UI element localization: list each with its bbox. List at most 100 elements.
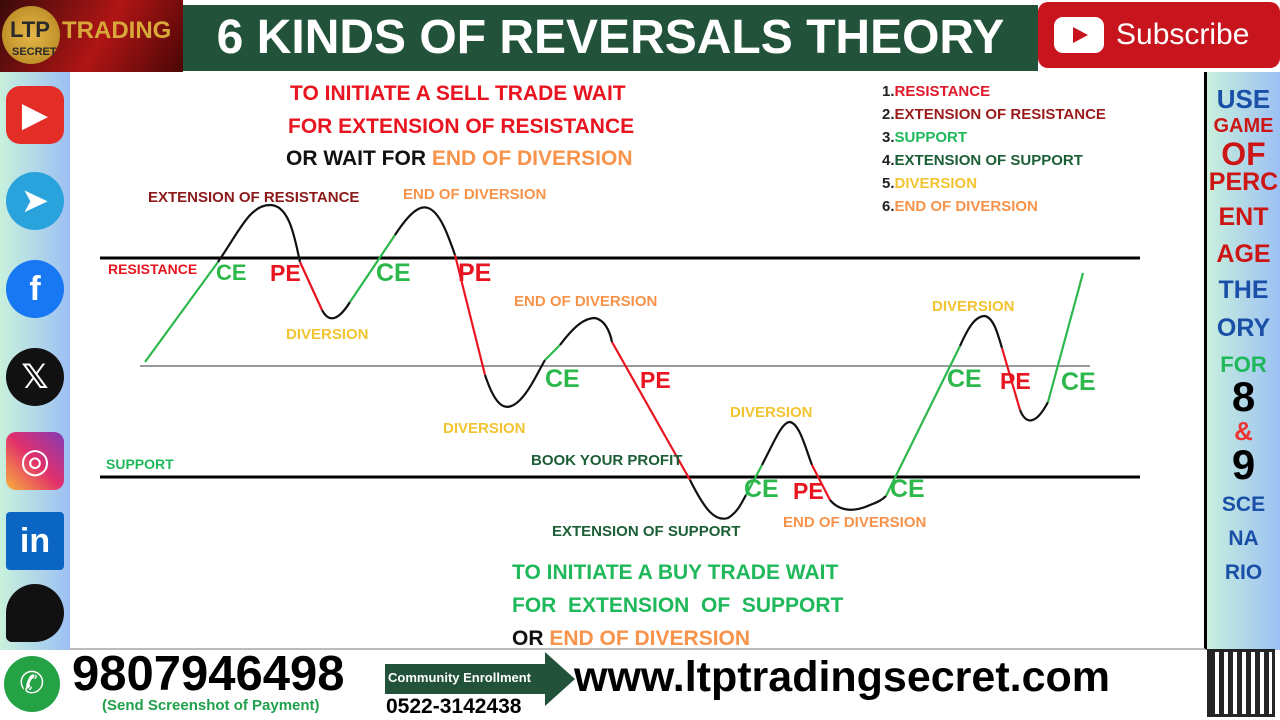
- telegram-icon[interactable]: ➤: [6, 172, 64, 230]
- sell-note-line3: OR WAIT FOR END OF DIVERSION: [286, 147, 633, 171]
- banner-word: PERC: [1208, 168, 1279, 196]
- legend-item: 5.DIVERSION: [882, 175, 978, 192]
- banner-word: 9: [1231, 441, 1256, 488]
- end-diversion-label: END OF DIVERSION: [783, 514, 927, 531]
- community-arrow: [385, 664, 545, 694]
- facebook-icon[interactable]: f: [6, 260, 64, 318]
- subscribe-label: Subscribe: [1116, 18, 1250, 51]
- phone-number[interactable]: 9807946498: [72, 647, 345, 701]
- page-title: 6 KINDS OF REVERSALS THEORY: [183, 5, 1038, 71]
- bottom-curve: [829, 495, 887, 511]
- bottom-curve: [483, 359, 546, 408]
- sell-note-line2: FOR EXTENSION OF RESISTANCE: [288, 115, 635, 138]
- end-diversion-label: END OF DIVERSION: [514, 293, 658, 310]
- down-leg: [811, 464, 831, 501]
- whatsapp-icon[interactable]: ✆: [4, 656, 60, 712]
- buy-note-line2: FOR EXTENSION OF SUPPORT: [512, 594, 844, 617]
- banner-word: AGE: [1216, 240, 1271, 268]
- banner-word: &: [1234, 416, 1253, 446]
- diagram-panel: TO INITIATE A SELL TRADE WAIT FOR EXTENS…: [70, 72, 1207, 650]
- banner-word: OF: [1221, 136, 1266, 172]
- instagram-icon[interactable]: ◎: [6, 432, 64, 490]
- sell-note-line1: TO INITIATE A SELL TRADE WAIT: [290, 82, 626, 105]
- footer: ✆ 9807946498 (Send Screenshot of Payment…: [0, 647, 1280, 720]
- legend-item: 2.EXTENSION OF RESISTANCE: [882, 106, 1106, 123]
- ce-label: CE: [216, 260, 247, 285]
- end-diversion-label: END OF DIVERSION: [403, 186, 547, 203]
- bottom-curve: [1018, 401, 1049, 422]
- pe-label: PE: [793, 478, 824, 504]
- linkedin-icon[interactable]: in: [6, 512, 64, 570]
- youtube-icon: [1054, 17, 1104, 53]
- top-curve: [958, 314, 1004, 349]
- bottom-curve: [321, 301, 351, 320]
- x-icon[interactable]: 𝕏: [6, 348, 64, 406]
- banner-word: RIO: [1224, 561, 1263, 584]
- ce-label: CE: [890, 475, 925, 503]
- ext-support-label: EXTENSION OF SUPPORT: [552, 523, 741, 540]
- up-leg: [1046, 272, 1085, 403]
- pe-label: PE: [1000, 368, 1031, 394]
- phone-note: (Send Screenshot of Payment): [102, 697, 320, 714]
- ce-label: CE: [1061, 368, 1096, 396]
- pe-label: PE: [640, 367, 671, 393]
- buy-note-end: END OF DIVERSION: [549, 627, 751, 650]
- diversion-label: DIVERSION: [443, 420, 526, 437]
- arrow-head-icon: [545, 652, 575, 706]
- up-leg: [144, 261, 219, 363]
- banner-word: USE: [1216, 84, 1271, 114]
- community-label[interactable]: Community Enrollment: [388, 670, 532, 685]
- sell-note-or: OR WAIT FOR: [286, 147, 432, 170]
- community-phone: 0522-3142438: [386, 695, 522, 718]
- diversion-label: DIVERSION: [932, 298, 1015, 315]
- top-curve: [761, 420, 814, 466]
- pe-label: PE: [458, 259, 492, 287]
- ce-label: CE: [947, 365, 982, 393]
- sell-note-end: END OF DIVERSION: [431, 147, 633, 170]
- support-label: SUPPORT: [106, 456, 174, 472]
- legend: 1.RESISTANCE 2.EXTENSION OF RESISTANCE 3…: [882, 80, 1106, 218]
- qr-code-icon: [1207, 649, 1275, 717]
- website-link[interactable]: www.ltptradingsecret.com: [574, 653, 1111, 701]
- diversion-label: DIVERSION: [730, 404, 813, 421]
- down-leg: [1000, 347, 1022, 411]
- up-leg: [745, 464, 763, 496]
- down-leg: [453, 254, 487, 376]
- banner-word: ORY: [1216, 314, 1271, 342]
- subscribe-button[interactable]: Subscribe: [1038, 2, 1280, 68]
- youtube-icon[interactable]: ▶: [6, 86, 64, 144]
- reversal-diagram: [100, 203, 1140, 520]
- banner-word: THE: [1218, 276, 1269, 304]
- banner-word: GAME: [1213, 115, 1274, 137]
- banner-word: 8: [1231, 373, 1256, 420]
- buy-note-line1: TO INITIATE A BUY TRADE WAIT: [512, 561, 839, 584]
- legend-item: 4.EXTENSION OF SUPPORT: [882, 152, 1083, 169]
- ext-resistance-label: EXTENSION OF RESISTANCE: [148, 189, 360, 206]
- bottom-curve: [689, 479, 747, 520]
- up-leg: [349, 234, 396, 303]
- right-banner: USE GAME OF PERC ENT AGE THE ORY FOR 8 &…: [1207, 72, 1280, 650]
- ce-label: CE: [744, 475, 779, 503]
- up-leg: [544, 344, 561, 361]
- social-sidebar: ▶ ➤ f 𝕏 ◎ in: [0, 72, 70, 650]
- resistance-label: RESISTANCE: [108, 261, 198, 277]
- legend-item: 6.END OF DIVERSION: [882, 198, 1038, 215]
- book-profit-label: BOOK YOUR PROFIT: [531, 452, 683, 469]
- brand-logo: LTP TRADING SECRET: [0, 0, 183, 72]
- buy-note-or: OR: [512, 627, 550, 650]
- banner-word: SCE: [1221, 493, 1266, 516]
- banner-word: ENT: [1218, 203, 1269, 231]
- banner-word: FOR: [1220, 352, 1267, 377]
- patreon-icon[interactable]: [6, 584, 64, 642]
- down-leg: [611, 341, 691, 481]
- down-leg: [299, 261, 323, 311]
- diversion-label: DIVERSION: [286, 326, 369, 343]
- legend-item: 1.RESISTANCE: [882, 83, 991, 100]
- top-curve: [559, 316, 614, 346]
- ce-label: CE: [376, 259, 411, 287]
- legend-item: 3.SUPPORT: [882, 129, 968, 146]
- top-curve: [394, 206, 457, 256]
- buy-note-line3: OR END OF DIVERSION: [512, 627, 750, 651]
- ce-label: CE: [545, 365, 580, 393]
- up-leg: [885, 345, 961, 497]
